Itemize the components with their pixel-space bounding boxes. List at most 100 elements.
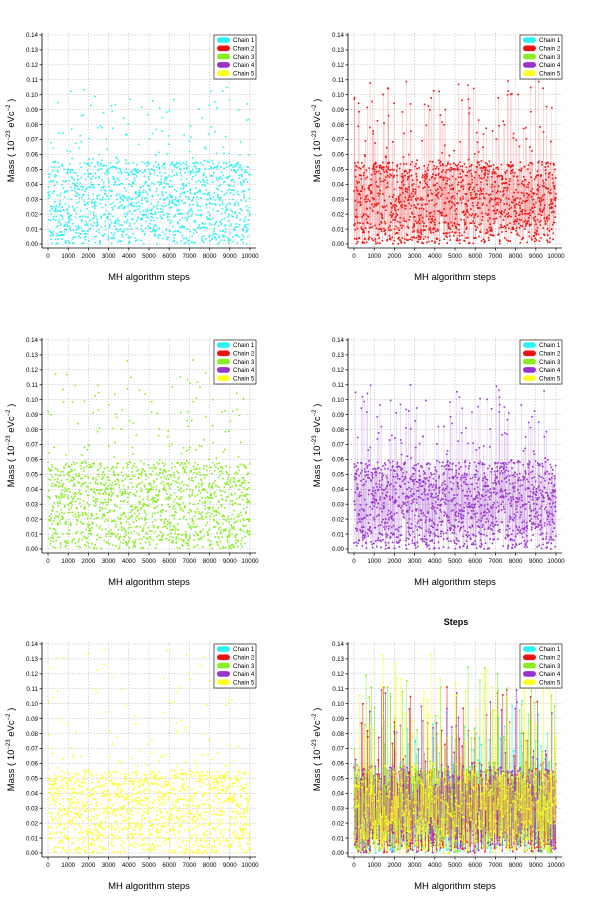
data-point xyxy=(237,169,239,171)
data-point xyxy=(124,478,126,480)
data-point xyxy=(517,179,519,182)
data-point xyxy=(55,496,58,499)
data-point xyxy=(419,181,422,184)
data-point xyxy=(236,234,238,237)
data-point xyxy=(155,478,158,480)
data-point xyxy=(459,161,461,164)
data-point xyxy=(105,228,107,231)
data-point xyxy=(137,171,139,174)
data-point xyxy=(516,220,518,223)
data-point xyxy=(467,158,470,161)
data-point xyxy=(93,221,95,224)
data-point xyxy=(378,472,381,474)
data-point xyxy=(372,494,374,497)
data-point xyxy=(59,195,61,197)
data-point xyxy=(134,240,137,242)
data-point xyxy=(48,515,51,517)
data-point xyxy=(390,174,393,177)
data-point xyxy=(501,183,504,185)
data-point xyxy=(188,539,190,542)
data-point xyxy=(513,221,515,223)
data-point xyxy=(432,220,434,222)
data-point xyxy=(397,475,399,477)
data-point xyxy=(141,528,144,531)
data-point xyxy=(68,220,70,222)
data-point xyxy=(72,222,74,225)
y-tick-label: 0.04 xyxy=(26,181,39,188)
data-point xyxy=(204,489,207,492)
data-point xyxy=(442,176,445,179)
data-point xyxy=(62,483,65,485)
data-point xyxy=(209,202,212,204)
data-point xyxy=(395,500,398,502)
data-point xyxy=(205,416,207,418)
data-point xyxy=(185,450,188,452)
data-point xyxy=(193,539,195,541)
data-point xyxy=(519,197,522,200)
data-point xyxy=(223,152,225,155)
data-point xyxy=(49,519,51,521)
data-point xyxy=(388,517,391,519)
data-point xyxy=(52,527,54,530)
data-point xyxy=(436,195,438,198)
data-point xyxy=(550,192,552,194)
data-point xyxy=(160,482,163,484)
data-point xyxy=(76,185,79,187)
data-point xyxy=(191,210,194,213)
data-point xyxy=(77,422,79,425)
data-point xyxy=(153,526,155,529)
data-point xyxy=(461,169,463,171)
data-point xyxy=(80,532,83,534)
data-point xyxy=(381,214,383,216)
data-point xyxy=(197,227,199,229)
data-point xyxy=(125,178,128,180)
data-point xyxy=(99,202,102,205)
y-tick-label: 0.04 xyxy=(26,486,39,493)
data-point xyxy=(122,500,124,503)
data-point xyxy=(525,200,527,202)
data-point xyxy=(213,518,215,521)
data-point xyxy=(416,222,418,224)
data-point xyxy=(102,471,105,473)
data-point xyxy=(207,133,210,135)
data-point xyxy=(498,175,501,177)
data-point xyxy=(553,197,556,200)
data-point xyxy=(119,521,122,524)
data-point xyxy=(241,209,243,211)
data-point xyxy=(223,529,225,531)
data-point xyxy=(522,176,525,178)
data-point xyxy=(248,501,251,504)
data-point xyxy=(141,468,144,470)
data-point xyxy=(482,133,485,135)
data-point xyxy=(107,519,109,522)
data-point xyxy=(420,229,422,231)
data-point xyxy=(169,474,171,476)
data-point xyxy=(178,476,180,479)
data-point xyxy=(524,225,527,228)
data-point xyxy=(192,203,194,206)
y-axis-label-part: eVc xyxy=(6,416,17,435)
data-point xyxy=(438,210,441,212)
y-axis-label: Mass ( 10−23 eVc−2 ) xyxy=(6,99,17,183)
data-point xyxy=(404,188,407,190)
data-point xyxy=(167,430,169,432)
data-point xyxy=(179,506,181,509)
data-point xyxy=(381,239,384,242)
data-point xyxy=(82,114,85,116)
data-point xyxy=(190,171,192,173)
data-point xyxy=(468,170,470,172)
data-point xyxy=(63,512,66,515)
data-point xyxy=(214,480,216,482)
data-point xyxy=(506,213,508,216)
data-point xyxy=(131,540,134,543)
data-point xyxy=(380,222,383,224)
data-point xyxy=(366,200,368,203)
data-point xyxy=(88,523,91,526)
data-point xyxy=(216,522,219,524)
data-point xyxy=(426,184,429,186)
data-point xyxy=(100,547,103,550)
data-point xyxy=(121,235,124,238)
data-point xyxy=(240,167,243,169)
data-point xyxy=(378,237,380,239)
data-point xyxy=(543,207,545,209)
